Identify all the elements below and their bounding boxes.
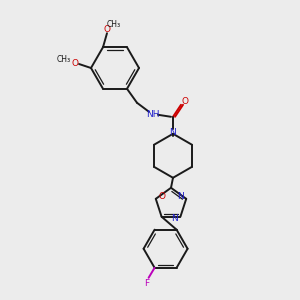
Text: O: O (71, 59, 79, 68)
Text: CH₃: CH₃ (107, 20, 121, 29)
Text: NH: NH (146, 110, 160, 119)
Text: O: O (103, 25, 110, 34)
Text: N: N (171, 214, 178, 223)
Text: N: N (169, 128, 176, 137)
Text: O: O (182, 97, 188, 106)
Text: N: N (177, 192, 184, 201)
Text: O: O (158, 192, 165, 201)
Text: CH₃: CH₃ (57, 55, 71, 64)
Text: F: F (144, 279, 149, 288)
